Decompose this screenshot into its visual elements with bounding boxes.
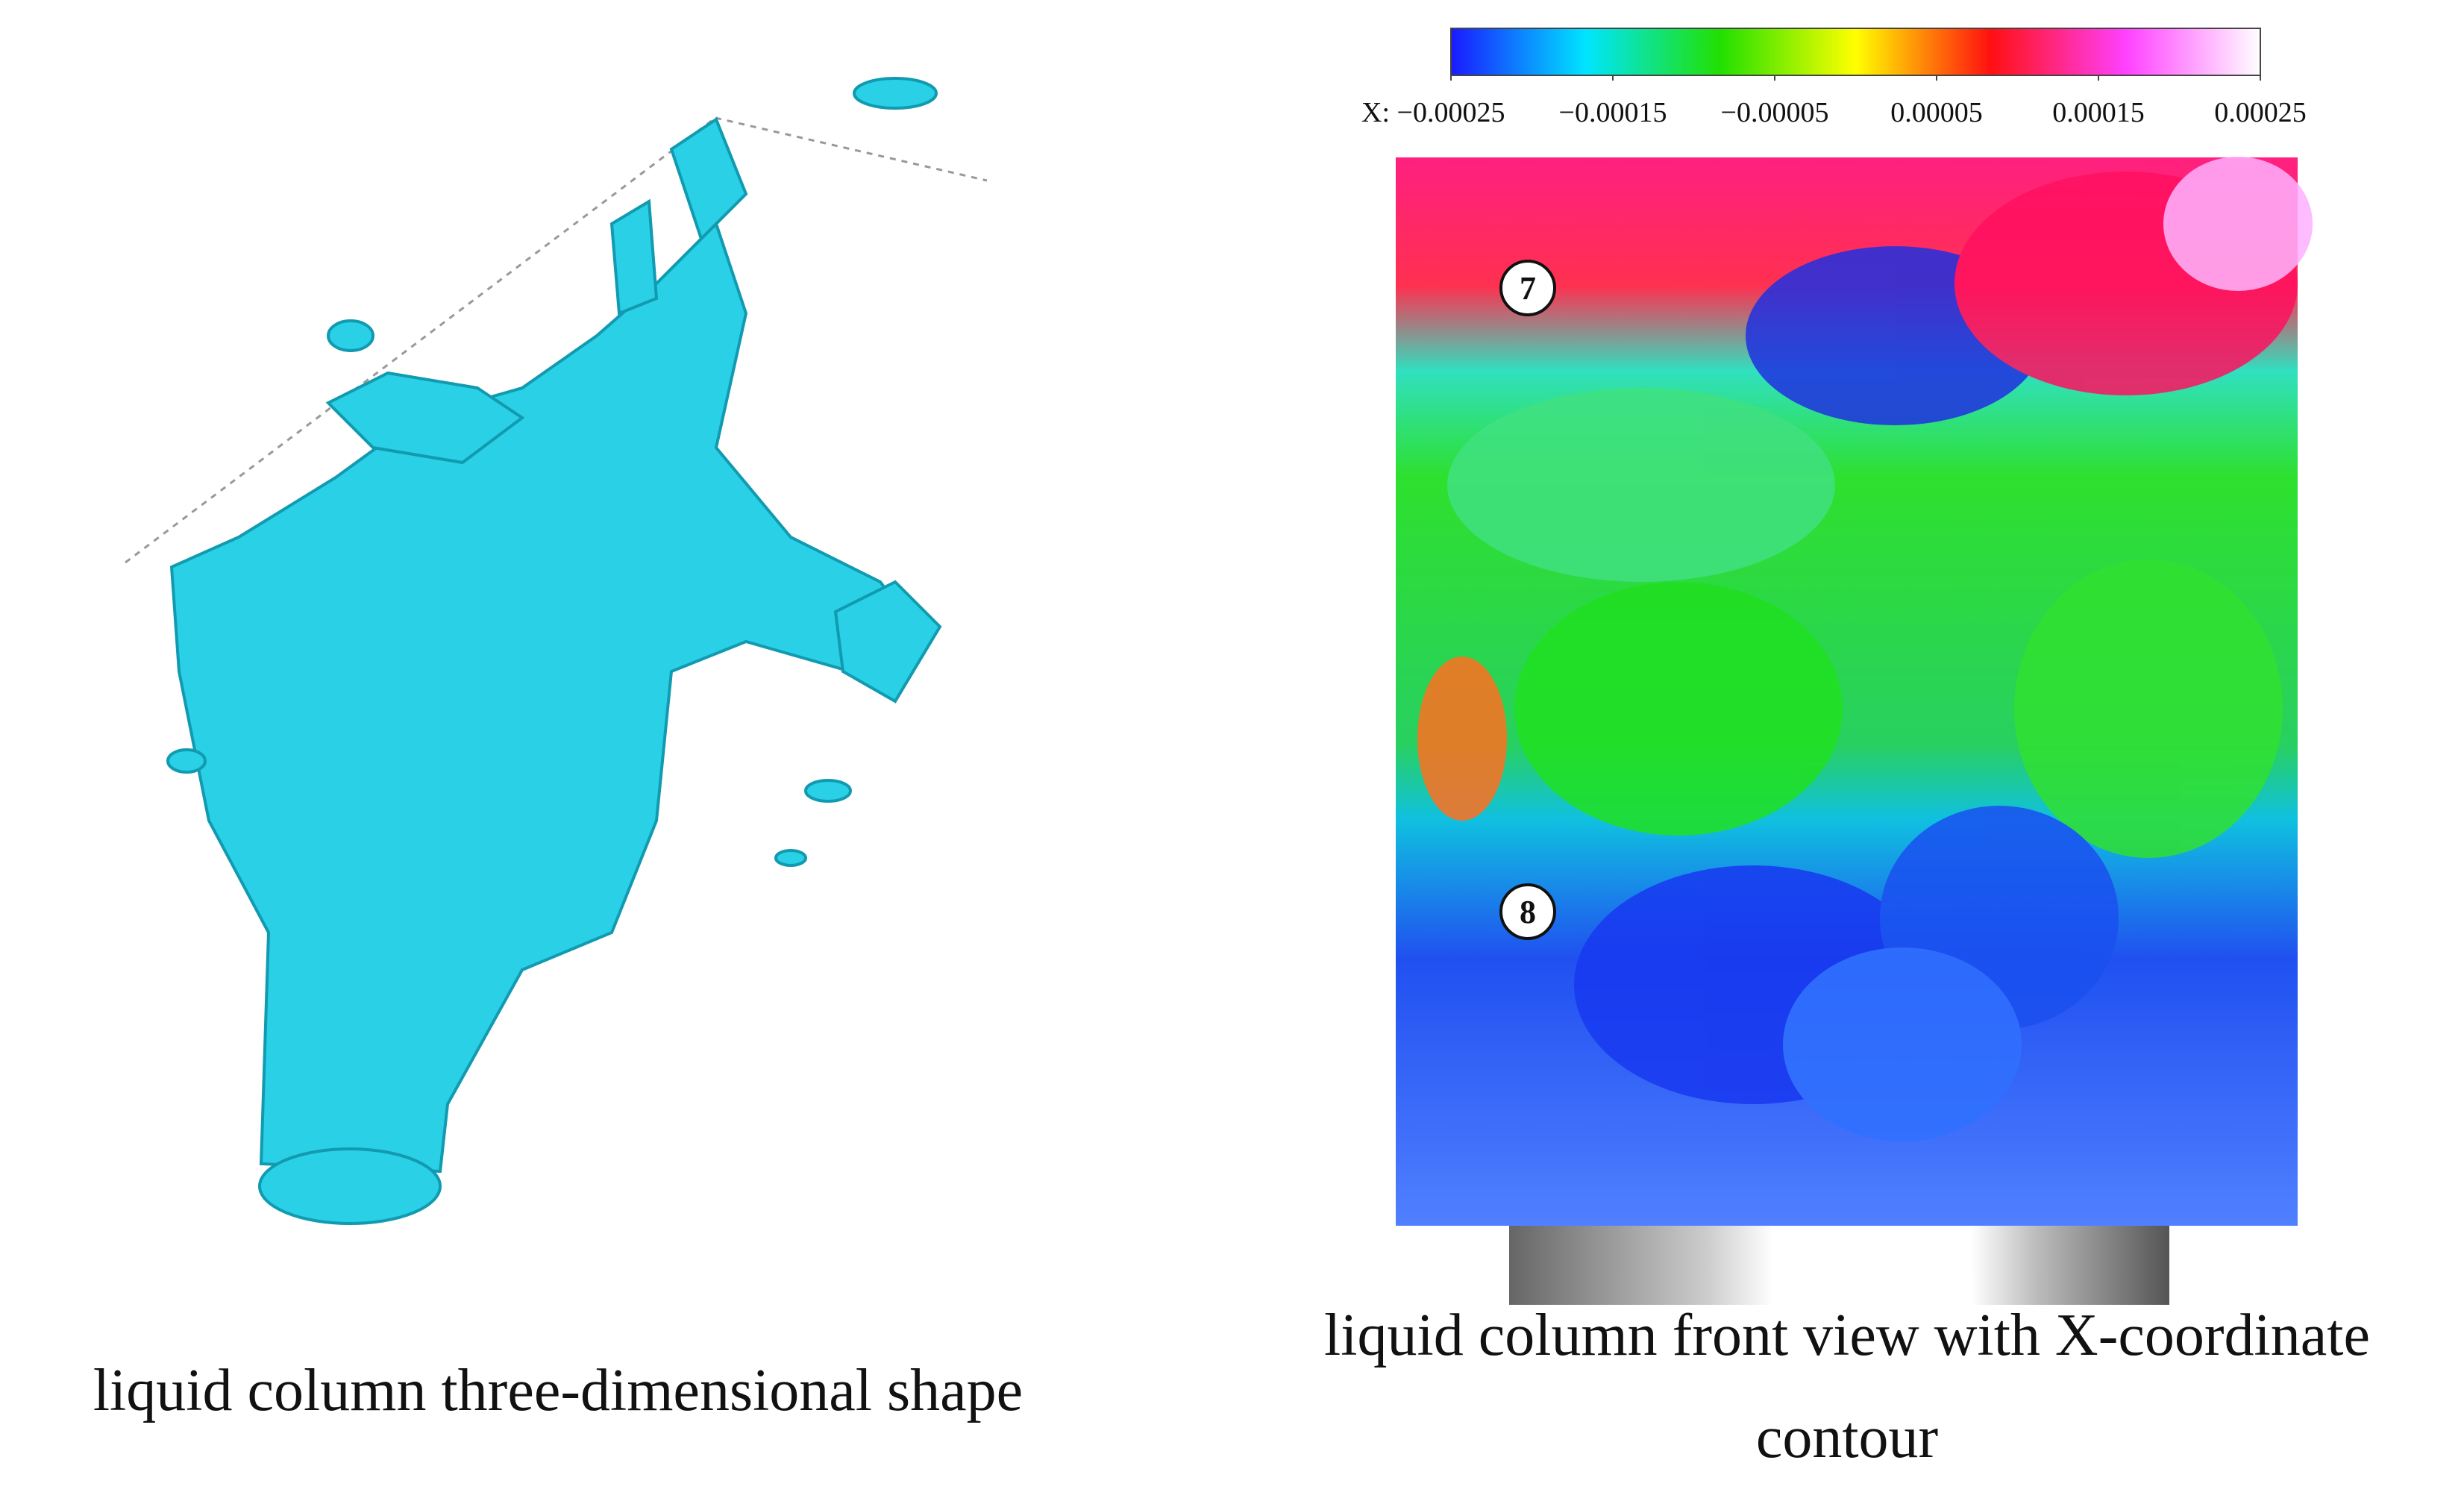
- tick-label: −0.00025: [1397, 97, 1505, 128]
- colorbar: [1450, 28, 2261, 76]
- marker-circle: [1499, 260, 1556, 316]
- marker-label: 7: [1520, 270, 1536, 307]
- tick-label: 0.00005: [1890, 97, 1983, 128]
- caption-line: contour: [1756, 1405, 1938, 1470]
- marker-circle: [1499, 883, 1556, 940]
- tick-label: 0.00025: [2214, 97, 2307, 128]
- colorbar-label: X:: [1361, 97, 1390, 128]
- tick-label: −0.00005: [1721, 97, 1829, 128]
- tick-label: 0.00015: [2052, 97, 2145, 128]
- markers: 78: [1499, 260, 1556, 940]
- left-render: [125, 77, 988, 1225]
- tick-label: −0.00015: [1559, 97, 1667, 128]
- colorbar-ticks: −0.00025 −0.00015 −0.00005 0.00005 0.00015 0.…: [1361, 75, 2307, 128]
- caption-line: liquid column front view with X-coordina…: [1324, 1303, 2370, 1368]
- caption: liquid column three-dimensional shape: [93, 1358, 1023, 1423]
- marker-label: 8: [1520, 894, 1536, 930]
- right-render: [1396, 157, 2313, 1305]
